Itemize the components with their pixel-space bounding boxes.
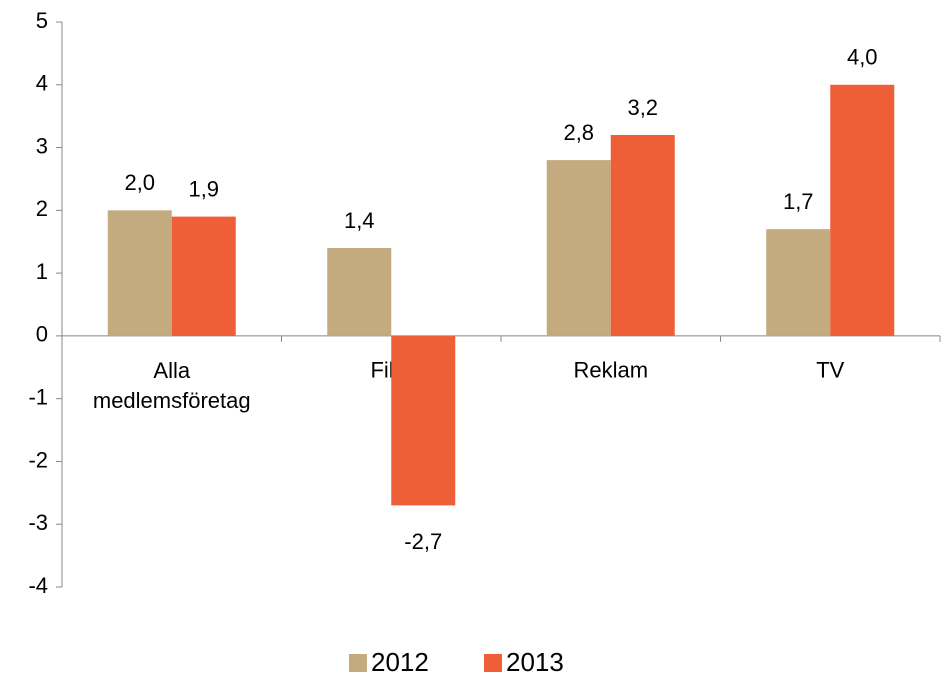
bar <box>546 160 611 336</box>
legend-label: 2012 <box>371 647 429 677</box>
bar <box>327 248 392 336</box>
value-label: 2,8 <box>563 120 594 145</box>
y-tick-label: 4 <box>36 71 48 96</box>
y-tick-label: 3 <box>36 133 48 158</box>
bar <box>107 210 172 336</box>
value-label: 4,0 <box>847 45 878 70</box>
y-tick-label: -4 <box>28 573 48 598</box>
bar <box>830 84 895 336</box>
value-label: -2,7 <box>404 529 442 554</box>
y-tick-label: 5 <box>36 8 48 33</box>
x-tick-label: TV <box>816 358 844 383</box>
bar <box>766 229 831 336</box>
value-label: 1,4 <box>344 208 375 233</box>
y-tick-label: 1 <box>36 259 48 284</box>
y-tick-label: 0 <box>36 322 48 347</box>
legend-label: 2013 <box>506 647 564 677</box>
y-tick-label: -3 <box>28 510 48 535</box>
bar <box>610 135 675 336</box>
bar <box>391 335 456 506</box>
y-tick-label: -1 <box>28 384 48 409</box>
value-label: 1,9 <box>188 176 219 201</box>
value-label: 2,0 <box>124 170 155 195</box>
bar <box>171 216 236 336</box>
x-tick-label: Reklam <box>573 358 648 383</box>
value-label: 1,7 <box>783 189 814 214</box>
legend-swatch <box>349 654 367 672</box>
y-tick-label: -2 <box>28 447 48 472</box>
value-label: 3,2 <box>627 95 658 120</box>
legend-swatch <box>484 654 502 672</box>
x-tick-label: Alla medlemsföretag <box>93 358 251 413</box>
y-tick-label: 2 <box>36 196 48 221</box>
